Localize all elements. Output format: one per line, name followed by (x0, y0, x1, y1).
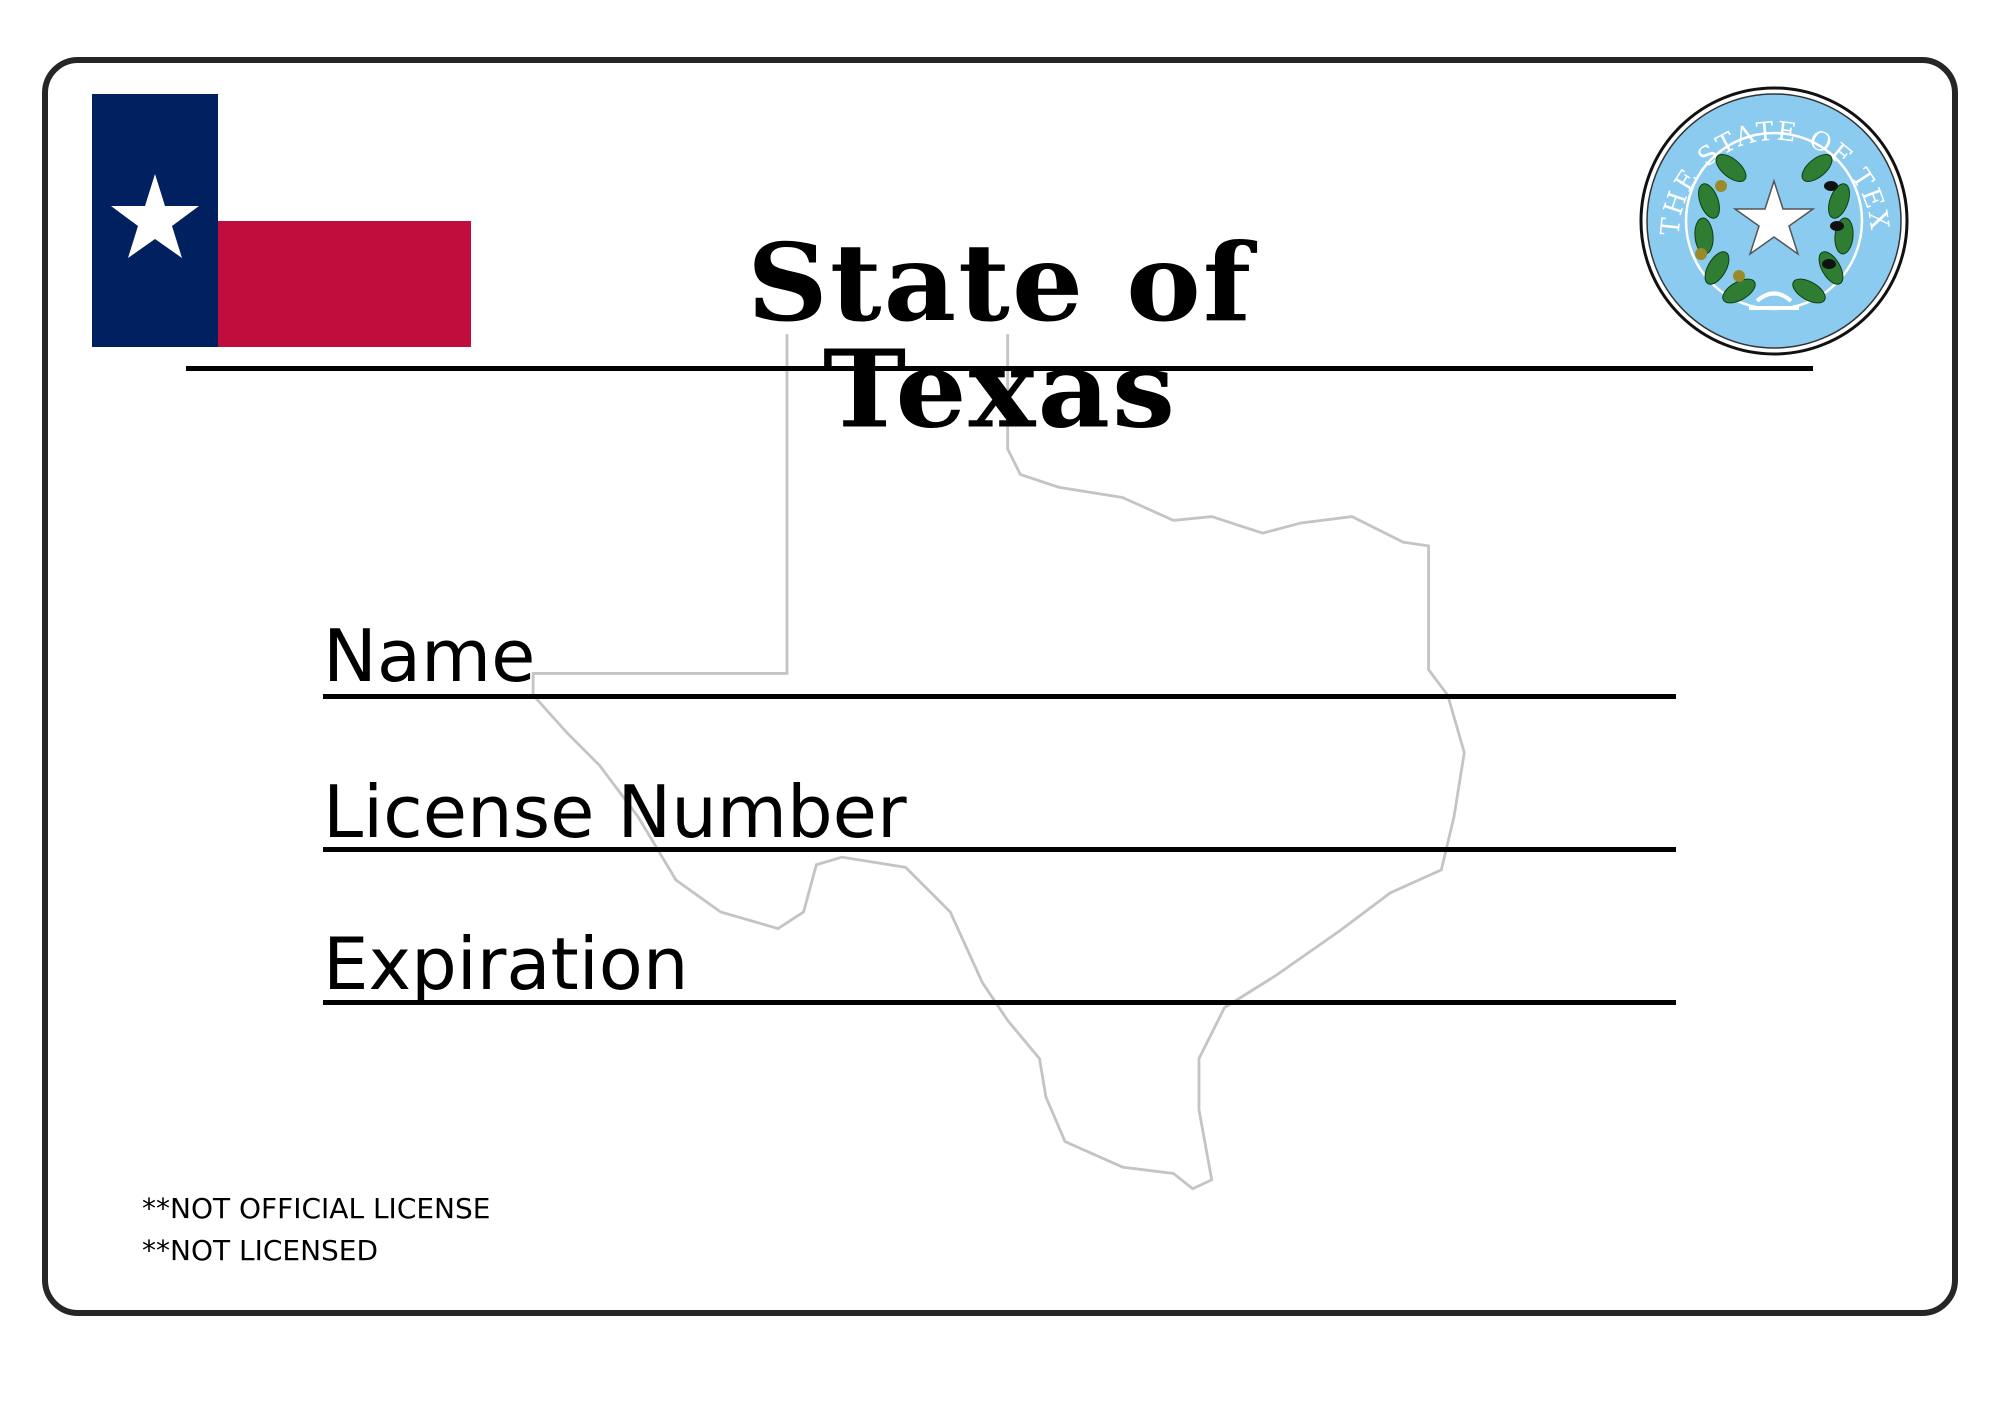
texas-flag-icon (92, 94, 471, 347)
license-number-field-line[interactable] (323, 847, 1676, 852)
texas-seal-icon: THE STATE OF TEXAS (1628, 63, 1909, 356)
page-title: State of Texas (746, 221, 1254, 452)
expiration-field-label: Expiration (323, 922, 689, 1006)
title-divider (186, 366, 1813, 371)
name-field-label: Name (323, 614, 536, 698)
expiration-field-line[interactable] (323, 1000, 1676, 1005)
disclaimer-not-licensed: **NOT LICENSED (142, 1234, 379, 1267)
name-field-line[interactable] (323, 694, 1676, 699)
license-number-field-label: License Number (323, 770, 907, 854)
disclaimer-not-official: **NOT OFFICIAL LICENSE (142, 1192, 491, 1225)
